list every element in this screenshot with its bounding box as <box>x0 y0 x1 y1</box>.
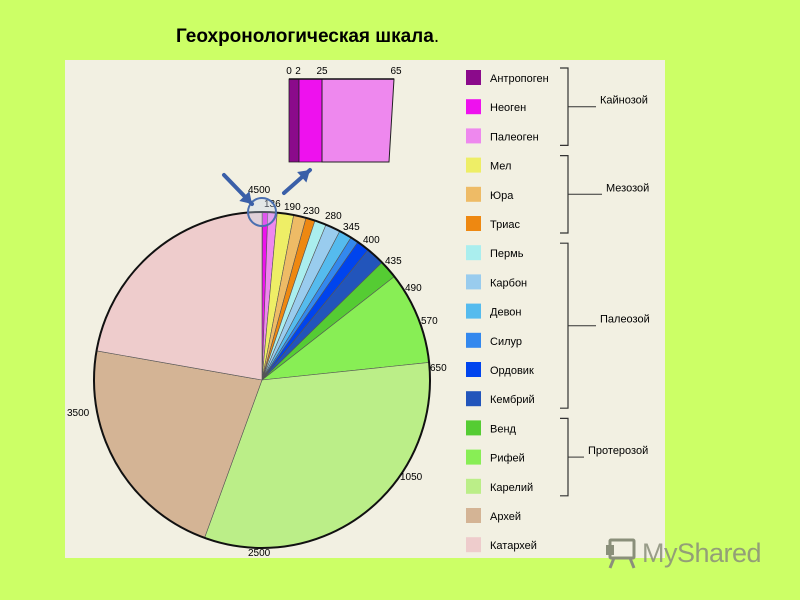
watermark-text: MyShared <box>642 537 762 568</box>
legend-item: Карбон <box>466 274 527 290</box>
boundary-label: 280 <box>325 211 342 222</box>
boundary-label: 490 <box>405 283 422 294</box>
boundary-label: 136 <box>264 199 281 210</box>
boundary-label: 1050 <box>400 472 423 483</box>
legend-item: Силур <box>466 332 522 348</box>
legend-item: Катархей <box>466 537 537 553</box>
boundary-label: 345 <box>343 222 360 233</box>
group-label: Мезозой <box>606 182 649 194</box>
slide-title: Геохронологическая шкала. <box>176 26 439 48</box>
legend-swatch <box>466 537 481 553</box>
legend-swatch <box>466 391 481 407</box>
slide-title-period: . <box>433 26 440 47</box>
inset-segment <box>321 78 395 163</box>
legend-swatch <box>466 362 481 377</box>
legend-label: Архей <box>490 511 521 523</box>
legend-item: Девон <box>466 303 521 319</box>
legend-swatch <box>466 303 481 319</box>
boundary-label: 3500 <box>67 408 90 419</box>
legend-swatch <box>466 332 481 348</box>
group-label: Протерозой <box>588 445 648 457</box>
inset-tick-label: 0 <box>286 66 292 77</box>
legend-label: Силур <box>490 336 522 348</box>
pie <box>93 211 431 549</box>
legend-swatch <box>466 216 481 231</box>
legend-item: Кембрий <box>466 391 535 407</box>
zoom-inset <box>288 78 395 163</box>
legend-item: Пермь <box>466 245 524 261</box>
group-label: Палеозой <box>600 314 650 326</box>
watermark: MyShared <box>604 536 762 570</box>
legend-item: Ордовик <box>466 362 534 377</box>
arrowhead <box>297 170 310 183</box>
legend-label: Антропоген <box>490 73 549 85</box>
boundary-label: 2500 <box>248 548 271 559</box>
inset-segment <box>288 78 300 163</box>
legend-swatch <box>466 70 481 85</box>
group-bracket: Палеозой <box>560 242 650 409</box>
boundary-label: 400 <box>363 235 380 246</box>
legend-item: Карелий <box>466 478 533 494</box>
arrowhead <box>239 191 252 204</box>
legend-item: Палеоген <box>466 128 539 144</box>
group-bracket: Кайнозой <box>560 67 648 146</box>
legend-label: Неоген <box>490 102 526 114</box>
group-label: Кайнозой <box>600 95 648 107</box>
legend-item: Триас <box>466 216 520 231</box>
legend-label: Кембрий <box>490 394 535 406</box>
legend-label: Карбон <box>490 277 527 289</box>
legend-label: Триас <box>490 219 520 231</box>
inset-tick-label: 2 <box>295 66 301 77</box>
legend-item: Мел <box>466 157 511 173</box>
arrow-to-inset <box>282 168 312 195</box>
legend-item: Антропоген <box>466 70 549 85</box>
legend-item: Неоген <box>466 99 526 115</box>
legend-label: Катархей <box>490 540 537 552</box>
legend-swatch <box>466 128 481 144</box>
legend-swatch <box>466 478 481 494</box>
legend-swatch <box>466 449 481 465</box>
magnifier-circle <box>247 197 277 227</box>
boundary-label: 4500 <box>248 185 271 196</box>
legend-label: Мел <box>490 161 511 173</box>
legend-label: Юра <box>490 190 514 202</box>
legend-swatch <box>466 186 481 202</box>
boundary-label: 435 <box>385 256 402 267</box>
legend-label: Девон <box>490 307 521 319</box>
legend-label: Венд <box>490 423 517 435</box>
legend-label: Пермь <box>490 248 524 260</box>
inset-tick-label: 65 <box>390 66 402 77</box>
legend-swatch <box>466 420 481 436</box>
legend-item: Юра <box>466 186 514 202</box>
group-bracket: Мезозой <box>560 155 649 234</box>
legend-swatch <box>466 274 481 290</box>
legend-item: Рифей <box>466 449 525 465</box>
slide-title-text: Геохронологическая шкала <box>176 26 434 47</box>
group-bracket: Протерозой <box>560 417 648 497</box>
legend-label: Рифей <box>490 453 525 465</box>
legend-swatch <box>466 157 481 173</box>
legend-label: Ордовик <box>490 365 534 377</box>
arrow-to-magnifier <box>222 173 254 206</box>
boundary-label: 230 <box>303 206 320 217</box>
legend-swatch <box>466 508 481 523</box>
boundary-label: 650 <box>430 363 447 374</box>
inset-tick-label: 25 <box>316 66 328 77</box>
boundary-label: 190 <box>284 202 301 213</box>
presentation-board-icon <box>606 538 636 569</box>
inset-segment <box>298 78 323 163</box>
legend-item: Архей <box>466 508 521 523</box>
legend-swatch <box>466 99 481 115</box>
legend-label: Палеоген <box>490 131 539 143</box>
legend-swatch <box>466 245 481 261</box>
legend-label: Карелий <box>490 482 533 494</box>
pie-outline <box>93 211 431 549</box>
boundary-label: 570 <box>421 316 438 327</box>
legend-item: Венд <box>466 420 517 436</box>
